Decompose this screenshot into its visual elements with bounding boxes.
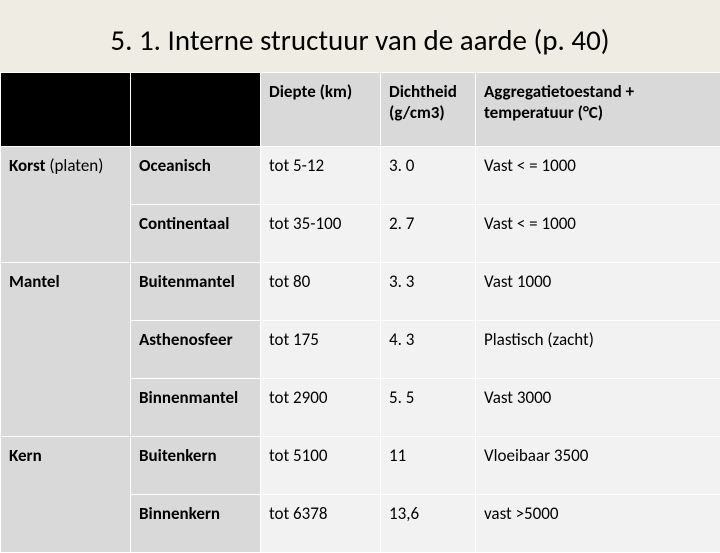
table-row: Korst (platen) Oceanisch tot 5-12 3. 0 V… [1,147,720,205]
group-label-rest: (platen) [45,155,103,176]
state-cell: Vast < = 1000 [476,147,720,205]
group-label-bold: Kern [9,445,42,466]
slide: 5. 1. Interne structuur van de aarde (p.… [0,0,720,540]
state-cell: vast >5000 [476,495,720,553]
table-row: Mantel Buitenmantel tot 80 3. 3 Vast 100… [1,263,720,321]
depth-cell: tot 6378 [261,495,381,553]
table-row: Kern Buitenkern tot 5100 11 Vloeibaar 35… [1,437,720,495]
state-cell: Vast < = 1000 [476,205,720,263]
group-cell-korst: Korst (platen) [1,147,131,263]
depth-cell: tot 5100 [261,437,381,495]
state-cell: Vast 1000 [476,263,720,321]
state-cell: Vast 3000 [476,379,720,437]
group-cell-kern: Kern [1,437,131,553]
header-depth: Diepte (km) [261,73,381,147]
header-density: Dichtheid (g/cm3) [381,73,476,147]
depth-cell: tot 2900 [261,379,381,437]
header-state: Aggregatietoestand + temperatuur (°C) [476,73,720,147]
depth-cell: tot 80 [261,263,381,321]
sub-cell: Oceanisch [131,147,261,205]
depth-cell: tot 5-12 [261,147,381,205]
density-cell: 2. 7 [381,205,476,263]
group-cell-mantel: Mantel [1,263,131,437]
depth-cell: tot 175 [261,321,381,379]
sub-cell: Buitenmantel [131,263,261,321]
table-header: Diepte (km) Dichtheid (g/cm3) Aggregatie… [1,73,720,147]
sub-cell: Binnenmantel [131,379,261,437]
header-blank-2 [131,73,261,147]
group-label-bold: Mantel [9,271,60,292]
density-cell: 4. 3 [381,321,476,379]
sub-cell: Buitenkern [131,437,261,495]
density-cell: 5. 5 [381,379,476,437]
sub-cell: Continentaal [131,205,261,263]
density-cell: 3. 0 [381,147,476,205]
state-cell: Plastisch (zacht) [476,321,720,379]
density-cell: 13,6 [381,495,476,553]
header-blank-1 [1,73,131,147]
sub-cell: Asthenosfeer [131,321,261,379]
depth-cell: tot 35-100 [261,205,381,263]
earth-structure-table: Diepte (km) Dichtheid (g/cm3) Aggregatie… [0,72,720,553]
page-title: 5. 1. Interne structuur van de aarde (p.… [0,22,720,58]
sub-cell: Binnenkern [131,495,261,553]
group-label-bold: Korst [9,155,45,176]
state-cell: Vloeibaar 3500 [476,437,720,495]
density-cell: 11 [381,437,476,495]
density-cell: 3. 3 [381,263,476,321]
